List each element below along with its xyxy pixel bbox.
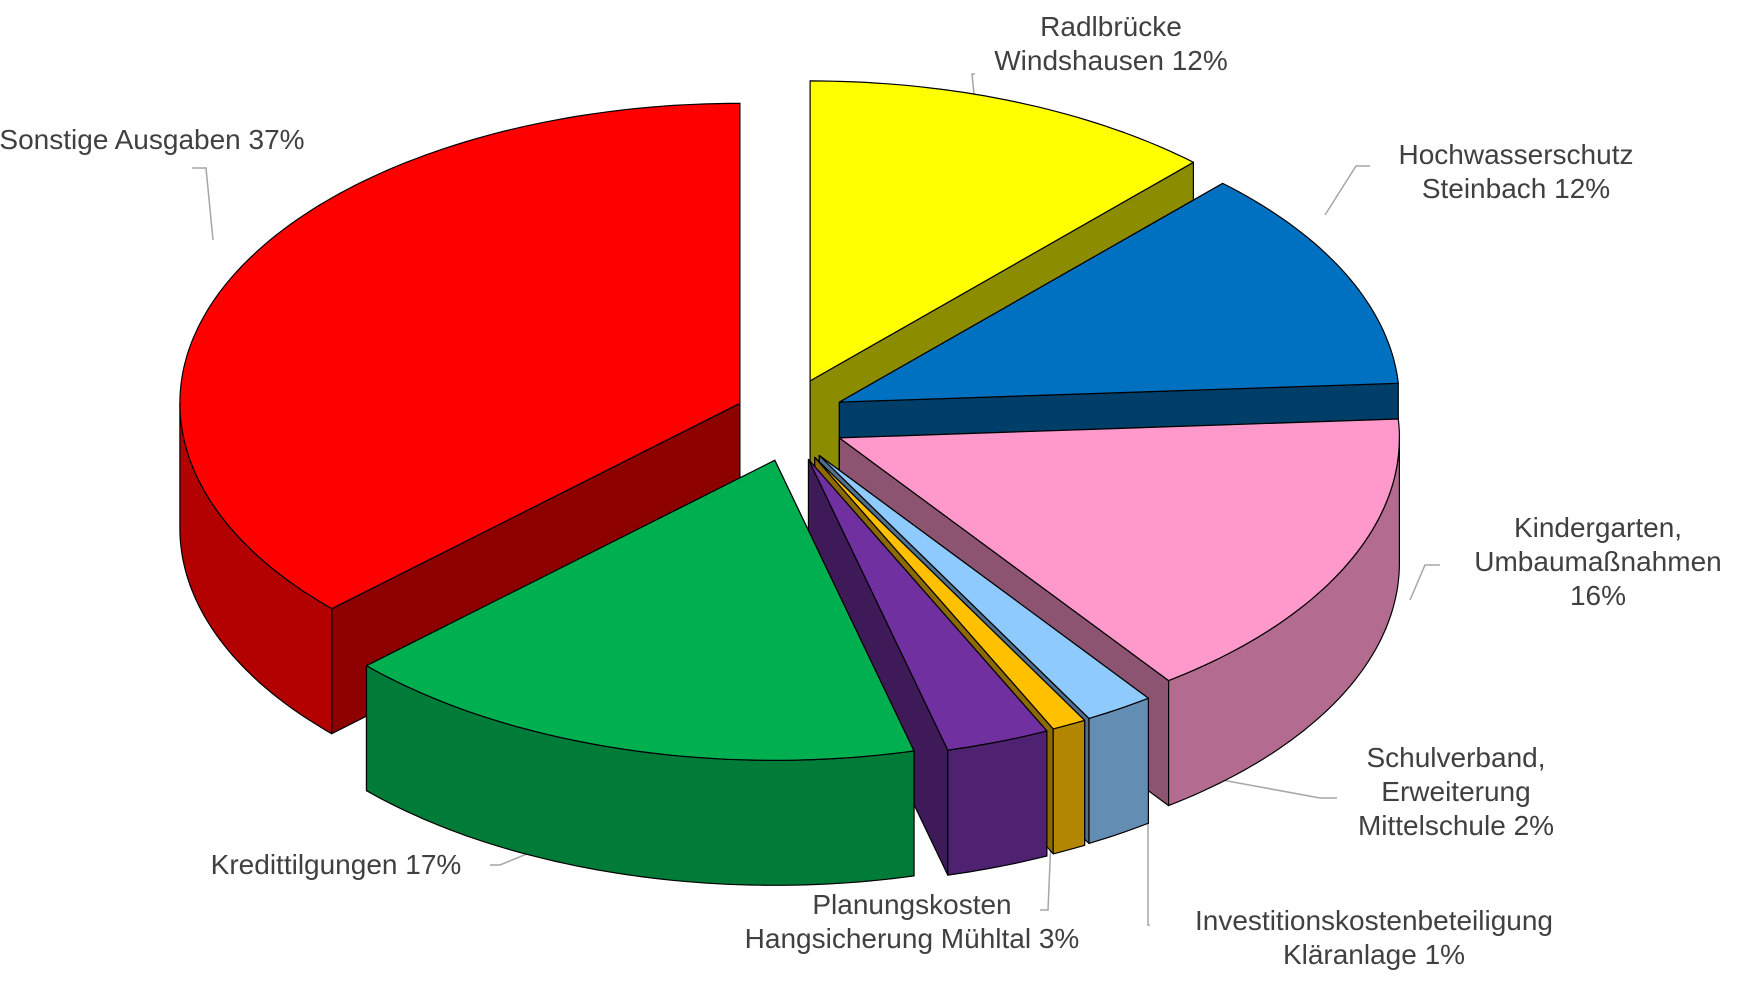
slice-label: Hochwasserschutz Steinbach 12%	[1376, 138, 1656, 206]
slice-name: Schulverband, Erweiterung Mittelschule	[1357, 741, 1546, 842]
slice-side	[1088, 697, 1150, 845]
slice-side	[947, 730, 1048, 876]
slice-label: Kindergarten, Umbaumaßnahmen 16%	[1453, 511, 1738, 613]
slice-name: Sonstige Ausgaben	[0, 123, 241, 155]
slice-percent: 12%	[1554, 173, 1611, 204]
slice-label: Planungskosten Hangsicherung Mühltal 3%	[732, 888, 1092, 956]
leader-line	[1147, 800, 1150, 926]
slice-name: Kredittilgungen	[210, 848, 398, 880]
slice-name: Radlbrücke Windshausen	[994, 10, 1182, 76]
slice-percent: 37%	[248, 123, 305, 155]
leader-line	[1409, 564, 1440, 601]
slice-percent: 2%	[1513, 810, 1555, 842]
slice-top	[365, 459, 915, 761]
slice-side	[1052, 719, 1086, 855]
slice-top	[838, 182, 1399, 403]
slice-name: Planungskosten Hangsicherung Mühltal	[744, 888, 1032, 954]
slice-name: Hochwasserschutz Steinbach	[1398, 138, 1634, 204]
slice-label: Schulverband, Erweiterung Mittelschule 2…	[1326, 741, 1586, 843]
leader-line	[192, 167, 214, 241]
slice-label: Radlbrücke Windshausen 12%	[961, 10, 1261, 78]
slice-label: Sonstige Ausgaben 37%	[0, 123, 312, 157]
slice-label: Investitionskostenbeteiligung Kläranlage…	[1144, 904, 1604, 972]
slice-percent: 17%	[405, 848, 462, 880]
slice	[365, 459, 915, 886]
slice-name: Investitionskostenbeteiligung Kläranlage	[1194, 904, 1553, 970]
leader-line	[1324, 165, 1370, 216]
slice-top	[838, 418, 1401, 682]
slice-top	[807, 458, 1048, 751]
slice-top	[814, 456, 1086, 730]
slice-percent: 1%	[1424, 939, 1466, 970]
slice-top	[809, 80, 1195, 382]
slice-percent: 16%	[1569, 580, 1627, 612]
slice-top	[818, 454, 1150, 720]
slice-percent: 12%	[1171, 45, 1228, 76]
slice-top	[179, 102, 741, 610]
slice-label: Kredittilgungen 17%	[156, 848, 516, 882]
slice-percent: 3%	[1038, 923, 1080, 954]
leader-line	[1194, 774, 1337, 799]
slice-name: Kindergarten, Umbaumaßnahmen	[1474, 511, 1722, 577]
leader-lines	[192, 73, 1440, 926]
